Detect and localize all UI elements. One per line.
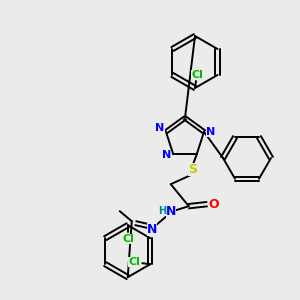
Text: Cl: Cl bbox=[123, 234, 135, 244]
Text: S: S bbox=[188, 163, 197, 176]
Text: N: N bbox=[206, 127, 216, 137]
Text: O: O bbox=[208, 198, 219, 211]
Text: N: N bbox=[155, 123, 165, 133]
Text: Cl: Cl bbox=[191, 70, 203, 80]
Text: H: H bbox=[158, 206, 166, 216]
Text: Cl: Cl bbox=[128, 257, 140, 267]
Text: N: N bbox=[162, 150, 171, 160]
Text: N: N bbox=[166, 205, 176, 218]
Text: N: N bbox=[147, 223, 157, 236]
